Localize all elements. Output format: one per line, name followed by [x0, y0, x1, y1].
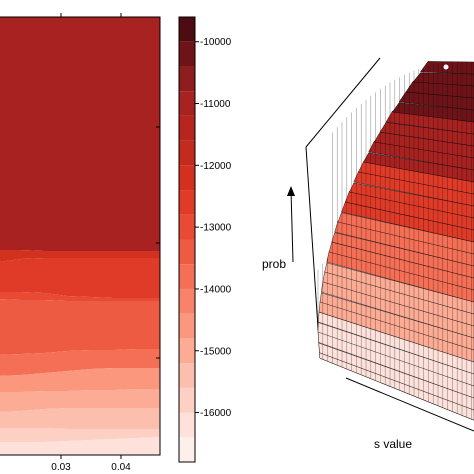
colorbar-tick-label: -16000 [200, 408, 232, 419]
colorbar-level-6 [179, 288, 195, 314]
surface-row [341, 201, 474, 243]
colorbar-level-10 [179, 190, 195, 215]
colorbar-level-2 [179, 387, 195, 413]
colorbar-level-3 [179, 363, 195, 388]
heatmap-axes: 0.03 0.04 [51, 13, 160, 473]
box-edge-top-left [305, 57, 381, 148]
heatmap-band-8 [0, 408, 160, 429]
colorbar-level-12 [179, 140, 195, 166]
colorbar-level-9 [179, 214, 195, 240]
heatmap-band-9 [0, 428, 160, 442]
colorbar-level-5 [179, 313, 195, 339]
colorbar-level-0 [179, 437, 195, 462]
colorbar-level-8 [179, 239, 195, 265]
heatmap-x-tick-label: 0.04 [111, 462, 131, 473]
heatmap-band-7 [0, 389, 160, 412]
surface-row [358, 161, 474, 195]
colorbar-level-16 [179, 41, 195, 67]
colorbar-frame [178, 16, 196, 463]
heatmap-band-3 [0, 292, 160, 301]
surface-row [405, 81, 474, 99]
colorbar-level-4 [179, 338, 195, 364]
colorbar-tick-label: -11000 [200, 99, 231, 110]
colorbar-level-7 [179, 264, 195, 289]
surface-row [373, 132, 474, 159]
surface-row [324, 262, 474, 315]
surface-row [319, 292, 474, 351]
prob-axis-label: prob [262, 257, 286, 271]
prob-axis-arrow [287, 186, 295, 263]
heatmap-frame [0, 16, 161, 456]
colorbar-level-15 [179, 66, 195, 92]
colorbar-level-17 [179, 17, 195, 42]
colorbar-axes: -10000 -11000 -12000 -13000 -14000 -15000 -160… [195, 37, 232, 419]
colorbar-level-11 [179, 165, 195, 191]
surface-row [331, 232, 474, 279]
s-value-axis-arrow [345, 377, 474, 432]
heatmap-band-6 [0, 368, 160, 392]
surface-row [385, 110, 474, 135]
colorbar-tick-label: -14000 [200, 284, 232, 295]
surface-row [318, 311, 474, 375]
s-value-axis-label: s value [374, 437, 412, 451]
heatmap-x-tick-label: 0.03 [51, 462, 71, 473]
box-edge-left [305, 146, 321, 359]
heatmap-panel [0, 17, 160, 455]
heatmap-band-2 [0, 258, 160, 298]
colorbar-level-14 [179, 91, 195, 116]
surface-row [328, 241, 474, 291]
colorbar-level-13 [179, 115, 195, 141]
colorbar [179, 17, 195, 462]
heatmap-band-10 [0, 437, 160, 455]
heatmap-band-4 [0, 299, 160, 355]
surface-row [321, 281, 474, 339]
heatmap-band-5 [0, 349, 160, 376]
colorbar-tick-label: -12000 [200, 161, 232, 172]
surface-mesh [317, 61, 474, 420]
surface-row [326, 250, 474, 303]
surface-row [344, 191, 474, 231]
surface-row [318, 300, 474, 363]
surface-row [337, 212, 474, 255]
colorbar-tick-label: -13000 [200, 223, 232, 234]
heatmap-band-1 [0, 250, 160, 262]
colorbar-tick-label: -10000 [200, 37, 232, 48]
colorbar-tick-label: -15000 [200, 346, 232, 357]
colorbar-level-1 [179, 412, 195, 438]
surface-highlight [443, 64, 449, 70]
heatmap-band-0 [0, 17, 160, 251]
